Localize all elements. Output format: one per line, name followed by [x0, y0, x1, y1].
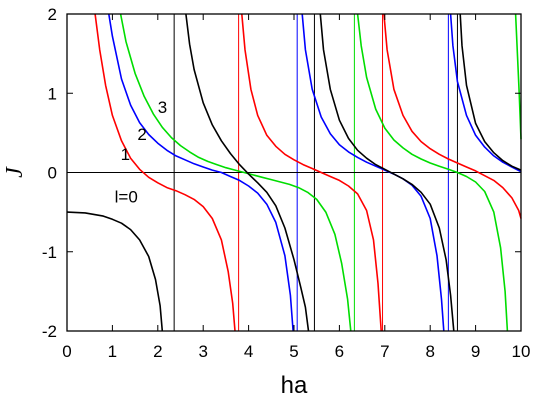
x-tick-label-10: 10 [512, 342, 531, 361]
x-tick-label-3: 3 [198, 342, 207, 361]
x-tick-label-9: 9 [471, 342, 480, 361]
curve-label-2: 2 [137, 125, 146, 144]
y-tick-label-2: 0 [48, 164, 57, 183]
series-1-branch-0 [94, 13, 236, 332]
series-2-branch-2 [449, 13, 522, 173]
y-tick-label-1: -1 [42, 243, 57, 262]
x-tick-label-4: 4 [244, 342, 253, 361]
series-1-branch-2 [383, 13, 522, 219]
y-axis-title: J [2, 166, 28, 178]
x-tick-label-1: 1 [108, 342, 117, 361]
series-2-branch-0 [108, 13, 294, 332]
x-tick-label-6: 6 [335, 342, 344, 361]
curve-labels: l=0 123 [115, 98, 168, 207]
series-0-branch-0 [66, 211, 164, 332]
series-3-branch-1 [356, 13, 509, 332]
x-tick-label-0: 0 [62, 342, 71, 361]
series-3-branch-0 [119, 13, 352, 332]
x-tick-label-2: 2 [153, 342, 162, 361]
series-2-branch-1 [301, 13, 445, 332]
curves [66, 13, 522, 332]
x-axis-title: ha [281, 372, 308, 399]
series-4-branch-0 [185, 13, 310, 332]
curve-label-3: 3 [158, 98, 167, 117]
reference-lines [67, 14, 521, 331]
y-tick-label-3: 1 [48, 84, 57, 103]
series-4-branch-2 [459, 13, 522, 171]
x-tick-label-7: 7 [380, 342, 389, 361]
series-1-branch-1 [241, 13, 382, 332]
y-tick-label-0: -2 [42, 322, 57, 341]
axis-ticks [66, 13, 522, 332]
series-4-branch-1 [319, 13, 455, 332]
series-3-branch-2 [514, 13, 522, 140]
x-tick-label-5: 5 [289, 342, 298, 361]
x-tick-label-8: 8 [425, 342, 434, 361]
y-tick-label-4: 2 [48, 5, 57, 24]
curve-label-0: l=0 [115, 188, 138, 207]
curve-label-1: 1 [121, 145, 130, 164]
